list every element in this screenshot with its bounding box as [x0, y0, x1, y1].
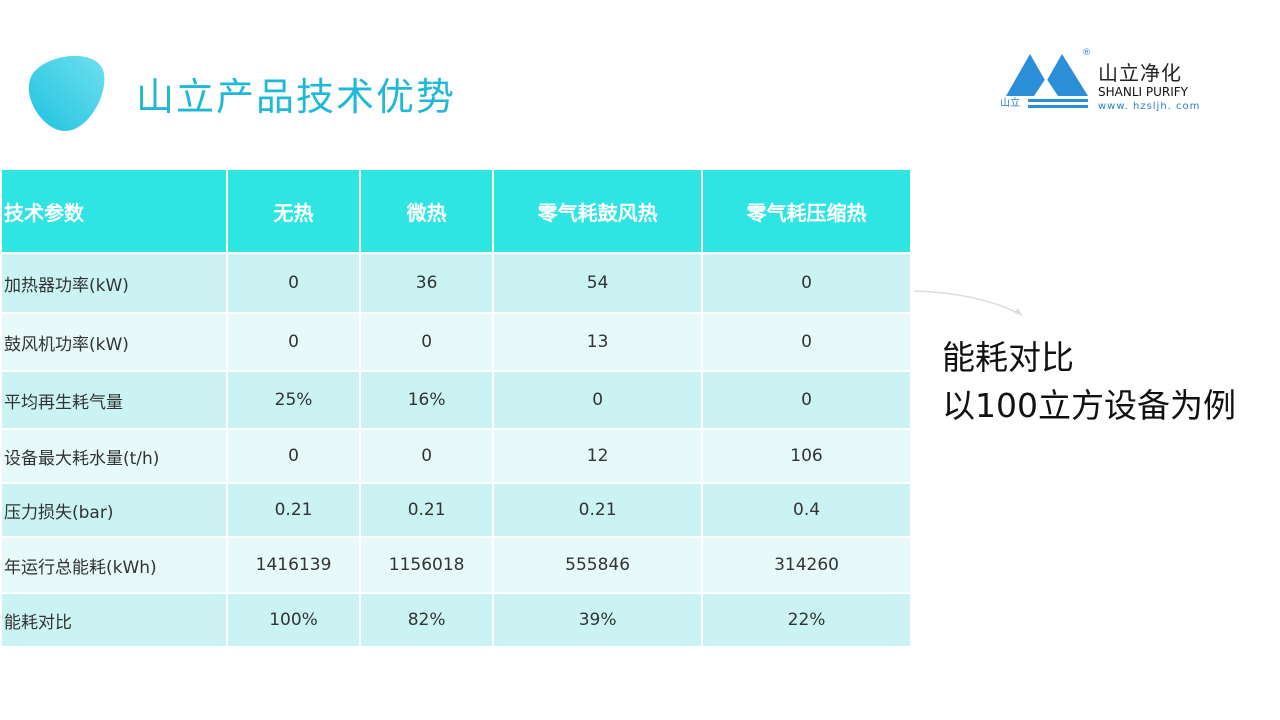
table-cell: 1156018: [359, 536, 495, 594]
table-cell: 555846: [492, 536, 704, 594]
table-cell: 0: [359, 312, 495, 372]
table-cell: 54: [492, 252, 704, 314]
table-cell: 22%: [701, 592, 912, 648]
table-cell: 1416139: [225, 536, 362, 594]
company-logo: ® 山立 山立净化 SHANLI PURIFY www. hzsljh. com: [998, 48, 1213, 118]
table-cell: 0.21: [359, 482, 495, 538]
column-header: 零气耗鼓风热: [492, 168, 704, 254]
row-label: 压力损失(bar): [0, 482, 228, 538]
table-cell: 0: [701, 312, 912, 372]
row-label: 能耗对比: [0, 592, 228, 648]
decorative-blob-icon: [28, 55, 105, 132]
table-cell: 0: [492, 370, 704, 430]
energy-note: 能耗对比 以100立方设备为例: [942, 334, 1236, 430]
table-row: 能耗对比 100% 82% 39% 22%: [0, 592, 912, 648]
table-cell: 25%: [225, 370, 362, 430]
table-cell: 100%: [225, 592, 362, 648]
table-header-row: 技术参数 无热 微热 零气耗鼓风热 零气耗压缩热: [0, 168, 912, 254]
row-label: 年运行总能耗(kWh): [0, 536, 228, 594]
table-row: 压力损失(bar) 0.21 0.21 0.21 0.4: [0, 482, 912, 538]
registered-mark: ®: [1082, 48, 1091, 58]
note-line-2: 以100立方设备为例: [942, 386, 1236, 425]
column-header: 零气耗压缩热: [701, 168, 912, 254]
table-cell: 13: [492, 312, 704, 372]
row-label: 鼓风机功率(kW): [0, 312, 228, 372]
comparison-table: 技术参数 无热 微热 零气耗鼓风热 零气耗压缩热 加热器功率(kW) 0 36 54 0 鼓风机功…: [0, 168, 912, 648]
table-cell: 0: [225, 252, 362, 314]
table-row: 年运行总能耗(kWh) 1416139 1156018 555846 314260: [0, 536, 912, 594]
logo-cn: 山立净化: [1098, 61, 1182, 85]
column-header: 微热: [359, 168, 495, 254]
row-label: 设备最大耗水量(t/h): [0, 428, 228, 484]
row-label: 平均再生耗气量: [0, 370, 228, 430]
table-cell: 82%: [359, 592, 495, 648]
pointer-arrow-icon: [913, 290, 1023, 316]
table-row: 鼓风机功率(kW) 0 0 13 0: [0, 312, 912, 372]
table-cell: 0: [701, 370, 912, 430]
table-cell: 314260: [701, 536, 912, 594]
logo-en: SHANLI PURIFY: [1098, 85, 1188, 99]
column-header: 技术参数: [0, 168, 228, 254]
logo-url: www. hzsljh. com: [1098, 101, 1201, 112]
page-title: 山立产品技术优势: [136, 75, 457, 119]
table-cell: 12: [492, 428, 704, 484]
table-cell: 0: [225, 312, 362, 372]
table-cell: 0: [225, 428, 362, 484]
table-cell: 0.4: [701, 482, 912, 538]
logo-mini-text: 山立: [1000, 98, 1020, 109]
table-cell: 16%: [359, 370, 495, 430]
note-line-1: 能耗对比: [942, 338, 1074, 377]
table-cell: 0: [701, 252, 912, 314]
column-header: 无热: [225, 168, 362, 254]
table-row: 加热器功率(kW) 0 36 54 0: [0, 252, 912, 314]
table-cell: 39%: [492, 592, 704, 648]
table-cell: 36: [359, 252, 495, 314]
table-cell: 106: [701, 428, 912, 484]
table-row: 平均再生耗气量 25% 16% 0 0: [0, 370, 912, 430]
table-row: 设备最大耗水量(t/h) 0 0 12 106: [0, 428, 912, 484]
row-label: 加热器功率(kW): [0, 252, 228, 314]
table-cell: 0.21: [225, 482, 362, 538]
table-cell: 0: [359, 428, 495, 484]
mountain-logo-icon: [1006, 54, 1088, 108]
table-cell: 0.21: [492, 482, 704, 538]
